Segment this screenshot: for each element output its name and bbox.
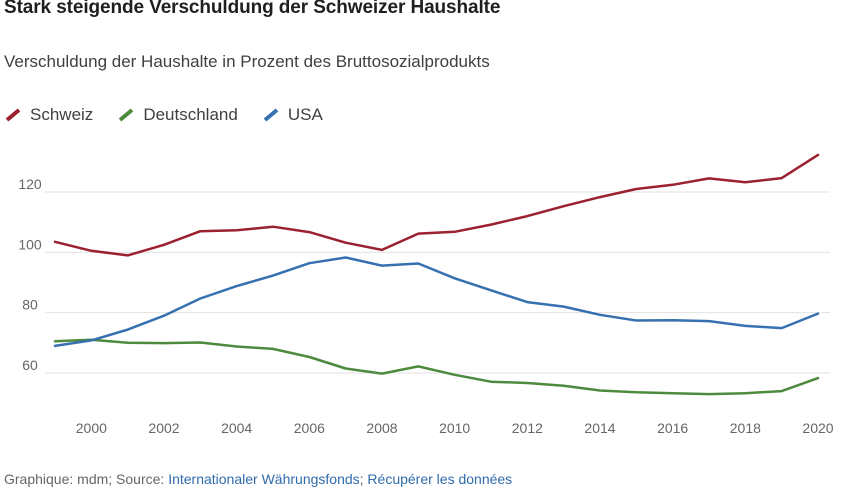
- gridlines: [45, 191, 830, 374]
- legend-label-usa: USA: [287, 105, 323, 124]
- legend-item-deutschland[interactable]: Deutschland: [117, 105, 238, 125]
- chart-footer: Graphique: mdm; Source: Internationaler …: [4, 471, 512, 487]
- source-link[interactable]: Internationaler Währungsfonds: [168, 471, 360, 487]
- x-tick-label-2012: 2012: [512, 420, 543, 436]
- x-tick-label-2006: 2006: [294, 420, 325, 436]
- y-tick-label-100: 100: [18, 236, 42, 252]
- legend-label-deutschland: Deutschland: [143, 105, 238, 124]
- legend-swatch-deutschland: [119, 108, 134, 122]
- x-tick-label-2018: 2018: [730, 420, 761, 436]
- y-tick-label-80: 80: [22, 297, 38, 313]
- x-tick-label-2000: 2000: [76, 420, 107, 436]
- x-tick-label-2008: 2008: [366, 420, 397, 436]
- x-tick-label-2004: 2004: [221, 420, 252, 436]
- x-axis-ticks: 2000 2002 2004 2006 2008 2010 2012 2014 2016 2018…: [76, 420, 834, 436]
- series-lines: [53, 153, 820, 396]
- chart-subtitle: Verschuldung der Haushalte in Prozent de…: [4, 52, 490, 71]
- legend-item-schweiz[interactable]: Schweiz: [4, 105, 93, 125]
- series-line-schweiz[interactable]: [53, 153, 820, 257]
- legend-label-schweiz: Schweiz: [30, 105, 94, 124]
- footer-separator: ;: [359, 471, 368, 487]
- x-tick-label-2020: 2020: [802, 420, 833, 436]
- legend-swatch-schweiz: [5, 108, 21, 122]
- footer-credit: Graphique: mdm; Source:: [4, 471, 169, 487]
- y-tick-label-60: 60: [22, 357, 38, 373]
- chart-legend: Schweiz Deutschland USA: [4, 105, 347, 125]
- series-line-usa[interactable]: [53, 256, 820, 348]
- x-tick-label-2016: 2016: [657, 420, 688, 436]
- legend-item-usa[interactable]: USA: [262, 105, 323, 125]
- x-tick-label-2002: 2002: [148, 420, 179, 436]
- y-tick-label-120: 120: [18, 176, 42, 192]
- x-tick-label-2014: 2014: [584, 420, 615, 436]
- chart-title: Stark steigende Verschuldung der Schweiz…: [4, 0, 501, 18]
- legend-swatch-usa: [263, 108, 279, 122]
- x-tick-label-2010: 2010: [439, 420, 470, 436]
- series-line-deutschland[interactable]: [53, 338, 820, 396]
- y-axis-ticks: 60 80 100 120: [18, 176, 42, 373]
- download-data-link[interactable]: Récupérer les données: [367, 471, 513, 487]
